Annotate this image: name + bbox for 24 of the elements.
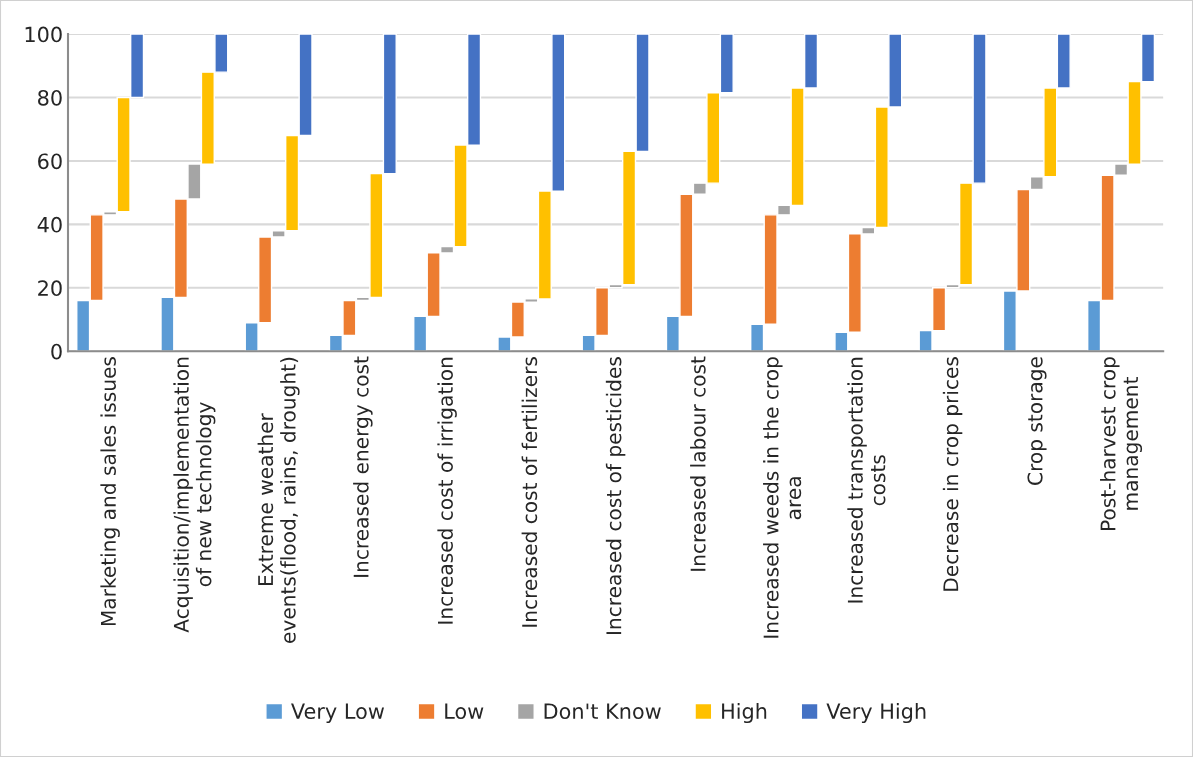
x-tick-label: Post-harvest crop management — [1100, 357, 1143, 531]
x-tick-label: Increased cost of irrigation — [437, 357, 457, 624]
y-tick-label: 80 — [38, 89, 62, 106]
legend-label: Low — [445, 703, 484, 720]
y-tick-label: 20 — [38, 280, 62, 297]
legend-label: Don't Know — [544, 703, 661, 720]
x-tick-label: Increased weeds in the crop area — [763, 357, 802, 638]
x-tick-label: Acquisition/implementation of new technology — [173, 357, 216, 633]
x-tick-label: Decrease in crop prices — [942, 357, 963, 591]
y-tick-label: 40 — [37, 216, 62, 233]
legend-label: Very Low — [291, 703, 384, 724]
x-tick-label: Increased cost of fertilizers — [521, 357, 538, 627]
y-tick-label: 60 — [38, 153, 62, 170]
x-tick-label: Increased transportation costs — [847, 357, 886, 603]
y-tick-label: 0 — [51, 343, 62, 360]
y-tick-label: 100 — [25, 26, 62, 43]
x-tick-label: Extreme weather events(flood, rains, drought) — [257, 357, 300, 643]
legend-label: High — [722, 702, 767, 724]
x-tick-label: Increased cost of pesticides — [605, 357, 626, 635]
x-tick-label: Marketing and sales issues — [100, 357, 120, 626]
legend-label: Very High — [826, 702, 926, 724]
x-tick-label: Increased energy cost — [353, 356, 373, 577]
x-tick-label: Crop storage — [1027, 357, 1047, 485]
x-tick-label: Increased labour cost — [690, 356, 706, 571]
